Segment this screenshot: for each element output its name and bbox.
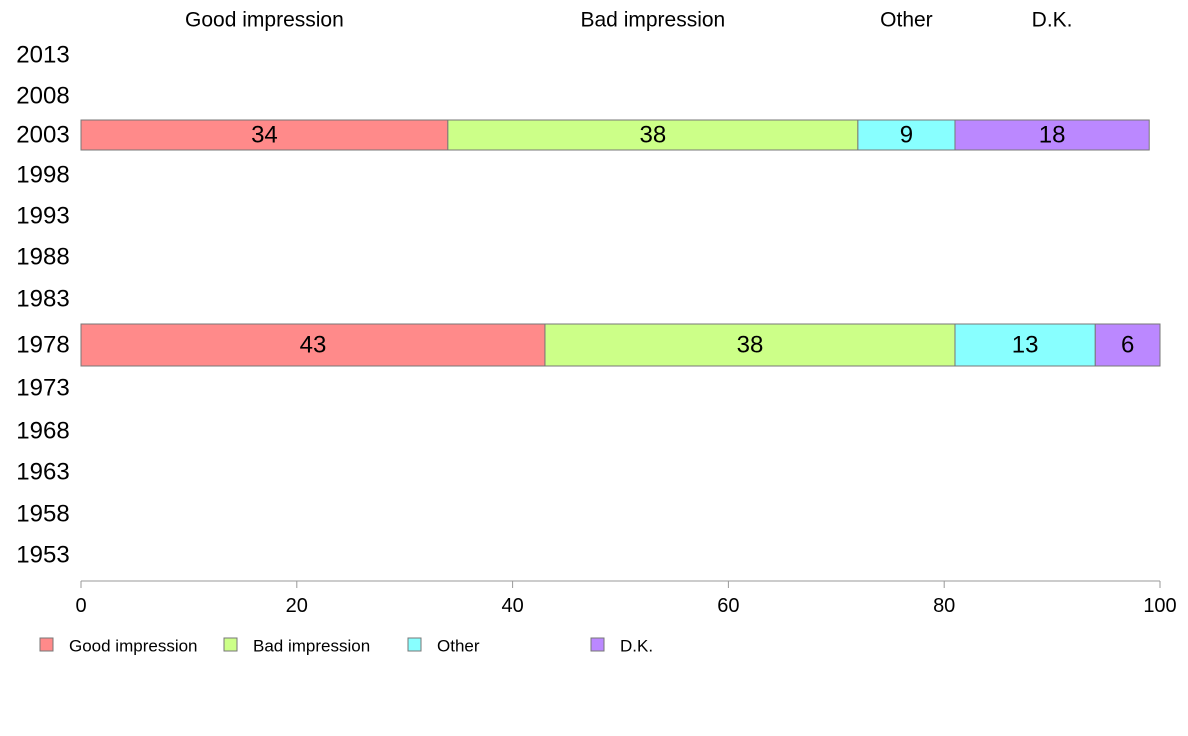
legend-swatch-other: [407, 637, 422, 652]
legend: Good impression Bad impression Other D.K.: [39, 637, 653, 656]
year-label-2013: 2013: [16, 42, 69, 69]
year-label-1958: 1958: [16, 501, 69, 528]
x-tick-label-80: 80: [933, 595, 955, 617]
x-tick-label-100: 100: [1143, 595, 1176, 617]
x-tick-label-60: 60: [717, 595, 739, 617]
legend-label-good-impression: Good impression: [69, 637, 198, 656]
year-label-1973: 1973: [16, 375, 69, 402]
header-bad-impression: Bad impression: [581, 9, 726, 32]
header-other: Other: [880, 9, 933, 32]
year-label-1963: 1963: [16, 459, 69, 486]
x-axis: 0 20 40 60 80 100: [75, 580, 1177, 617]
year-label-1968: 1968: [16, 418, 69, 445]
legend-swatch-d-k: [590, 637, 605, 652]
value-label-1978-d-k: 6: [1121, 332, 1134, 359]
legend-swatch-good-impression: [39, 637, 54, 652]
bar-2003-bad-impression: [447, 119, 859, 151]
year-label-1988: 1988: [16, 244, 69, 271]
bar-1978-bad-impression: [544, 323, 956, 367]
year-label-2003: 2003: [16, 122, 69, 149]
bar-2003-good-impression: [80, 119, 449, 151]
year-label-1953: 1953: [16, 542, 69, 569]
legend-swatch-bad-impression: [223, 637, 238, 652]
bar-2003-other: [857, 119, 956, 151]
bar-1978-d-k: [1094, 323, 1161, 367]
year-label-1998: 1998: [16, 162, 69, 189]
year-label-2008: 2008: [16, 83, 69, 110]
value-label-2003-d-k: 18: [1039, 122, 1066, 149]
year-label-1983: 1983: [16, 286, 69, 313]
legend-label-other: Other: [437, 637, 480, 656]
header-good-impression: Good impression: [185, 9, 344, 32]
value-label-2003-other: 9: [900, 122, 913, 149]
value-label-1978-good-impression: 43: [300, 332, 327, 359]
header-d-k: D.K.: [1032, 9, 1073, 32]
bar-1978-other: [954, 323, 1096, 367]
x-tick-label-20: 20: [286, 595, 308, 617]
value-label-1978-bad-impression: 38: [737, 332, 764, 359]
value-label-1978-other: 13: [1012, 332, 1039, 359]
value-label-2003-good-impression: 34: [251, 122, 278, 149]
legend-label-bad-impression: Bad impression: [253, 637, 370, 656]
bar-2003-d-k: [954, 119, 1150, 151]
year-label-1993: 1993: [16, 203, 69, 230]
legend-label-d-k: D.K.: [620, 637, 653, 656]
category-headers: Good impression Bad impression Other D.K.: [185, 9, 1072, 32]
bar-1978-good-impression: [80, 323, 546, 367]
x-tick-label-0: 0: [75, 595, 86, 617]
bars: 34 38 9 18 43 38 13 6: [80, 119, 1161, 367]
year-labels: 2013 2008 2003 1998 1993 1988 1983 1978 1973 1968…: [16, 42, 69, 569]
year-label-1978: 1978: [16, 332, 69, 359]
value-label-2003-bad-impression: 38: [640, 122, 667, 149]
x-tick-label-40: 40: [501, 595, 523, 617]
